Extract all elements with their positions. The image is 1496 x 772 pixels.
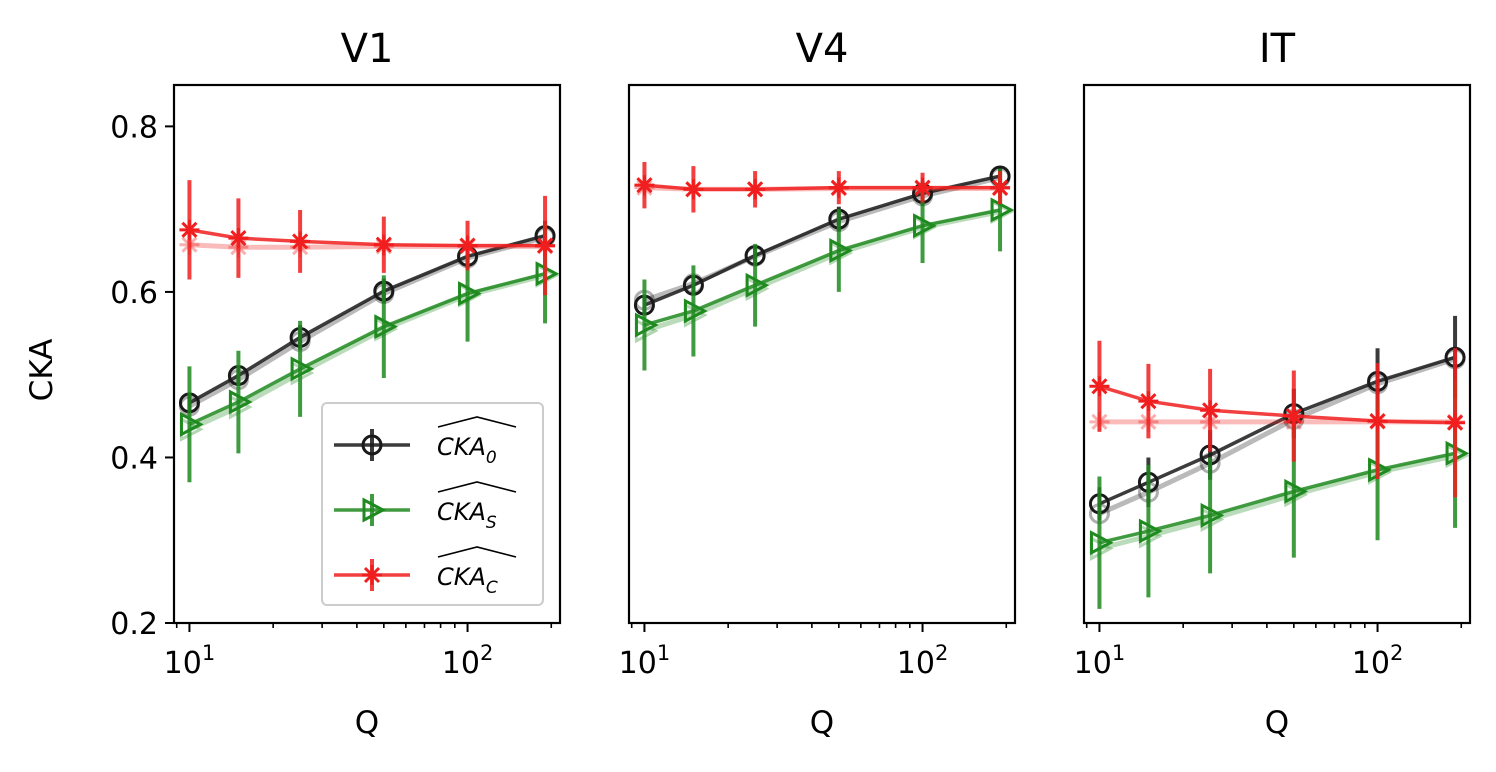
data-point	[990, 197, 1015, 223]
y-tick-label: 0.8	[110, 110, 158, 145]
x-tick-label: 102	[1352, 641, 1404, 681]
x-tick-label: 101	[1074, 641, 1126, 681]
y-tick-label: 0.2	[110, 607, 158, 642]
data-point	[1200, 400, 1221, 421]
legend: CKA0 CKAS CKAC	[321, 402, 544, 606]
data-point	[828, 177, 849, 198]
x-axis-label: Q	[355, 705, 379, 741]
data-point	[745, 272, 770, 298]
data-point	[228, 389, 253, 415]
data-point	[228, 228, 249, 249]
y-axis-label: CKA	[24, 339, 60, 402]
panel-it: IT 101 102 Q	[1074, 26, 1472, 741]
data-point	[179, 219, 200, 240]
data-point	[913, 213, 937, 239]
data-point	[1367, 411, 1388, 432]
data-point	[683, 298, 708, 324]
x-tick-label: 101	[619, 641, 671, 681]
panels-layer: V1 101 102 Q 0.2 0.4 0.6 0.8 V4 101 102 Q IT 101 102 Q	[110, 26, 1472, 741]
x-axis-label: Q	[810, 705, 834, 741]
axes-frame	[1082, 83, 1472, 625]
data-point	[745, 179, 766, 200]
data-point	[458, 281, 482, 307]
legend-hat	[437, 416, 517, 428]
plot-area	[633, 161, 1015, 371]
data-point	[1138, 518, 1163, 544]
plot-area	[178, 180, 560, 483]
legend-marker	[362, 565, 382, 585]
legend-hat	[437, 546, 517, 558]
data-point	[634, 175, 655, 196]
data-point	[1200, 502, 1225, 528]
data-point	[1284, 478, 1309, 504]
plot-area	[1088, 315, 1470, 609]
data-point	[290, 231, 311, 252]
y-axis-label-group: CKA	[24, 339, 60, 402]
legend-marker	[361, 434, 383, 456]
faint-line	[188, 234, 546, 409]
legend-hat	[437, 481, 517, 493]
x-axis-label: Q	[1265, 705, 1289, 741]
legend-entry-ckac: CKAC	[334, 546, 517, 598]
x-tick-label: 102	[897, 641, 949, 681]
panel-title: IT	[1259, 26, 1296, 72]
x-tick-label: 102	[442, 641, 494, 681]
legend-label: CKAS	[437, 498, 497, 533]
legend-marker	[362, 497, 387, 523]
legend-label: CKAC	[437, 563, 498, 598]
legend-entry-cka0: CKA0	[334, 416, 517, 468]
series-ckac	[179, 180, 556, 296]
data-point	[912, 177, 933, 198]
data-point	[1089, 376, 1110, 397]
data-point	[290, 356, 315, 382]
panel-v1: V1 101 102 Q 0.2 0.4 0.6 0.8	[110, 26, 562, 741]
series-line	[1098, 384, 1456, 425]
data-point	[373, 234, 394, 255]
y-tick-label: 0.4	[110, 441, 158, 476]
series-ckac	[1089, 340, 1466, 498]
data-point	[1089, 530, 1114, 556]
axes-frame	[627, 83, 1017, 625]
data-point	[457, 235, 478, 256]
data-point	[179, 411, 204, 437]
y-tick-label: 0.6	[110, 276, 158, 311]
legend-label: CKA0	[437, 433, 497, 468]
data-point	[634, 312, 659, 338]
panel-title: V4	[796, 26, 849, 72]
data-point	[683, 179, 704, 200]
x-tick-label: 101	[164, 641, 216, 681]
data-point	[535, 235, 556, 256]
legend-entry-ckas: CKAS	[334, 481, 517, 533]
axes-frame	[172, 83, 562, 625]
series-ckac	[634, 161, 1011, 213]
data-point	[990, 177, 1011, 198]
faint-line	[1098, 356, 1456, 517]
data-point	[374, 314, 399, 340]
data-point	[1138, 391, 1159, 412]
data-point	[829, 238, 854, 264]
panel-v4: V4 101 102 Q	[619, 26, 1017, 741]
panel-title: V1	[341, 26, 394, 72]
data-point	[1283, 406, 1304, 427]
data-point	[1445, 412, 1466, 433]
